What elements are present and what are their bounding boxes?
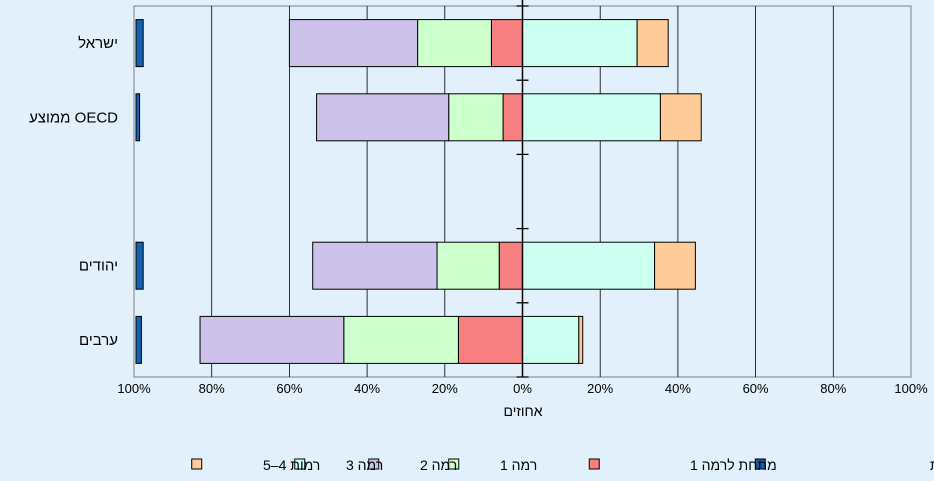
bar-segment-5 — [654, 241, 696, 290]
center-axis — [516, 0, 529, 378]
bar-segment-2 — [436, 241, 500, 290]
bar-segment-2 — [417, 19, 492, 68]
bar-segment-3 — [199, 315, 345, 364]
legend-swatch — [588, 458, 600, 470]
category-label: ערבים — [79, 332, 118, 349]
x-tick-label: 0% — [513, 381, 532, 396]
bar-segment-1 — [502, 93, 524, 142]
bar-segment-1 — [498, 241, 524, 290]
x-tick-label: 60% — [276, 381, 302, 396]
category-labels: ישראל ממוצע OECD יהודים ערבים — [29, 35, 118, 349]
bar-segment-3 — [288, 19, 419, 68]
x-tick-label: 40% — [354, 381, 380, 396]
x-tick-label: 20% — [587, 381, 613, 396]
x-tick-label: 100% — [894, 381, 928, 396]
gridlines — [211, 6, 834, 377]
x-tick-label: 100% — [117, 381, 151, 396]
legend-swatch — [368, 458, 380, 470]
legend-swatch — [294, 458, 306, 470]
non-return-bar — [135, 93, 141, 142]
non-return-bar — [135, 315, 142, 364]
bar-segment-5 — [578, 315, 584, 364]
bar-segment-2 — [343, 315, 459, 364]
category-label: יהודים — [79, 258, 118, 275]
bar-segment-4 — [522, 241, 656, 290]
legend: אי השבה הקשורה לאוריינות מתחת לרמה 1 רמה 1… — [191, 457, 934, 473]
legend-swatch — [448, 458, 460, 470]
x-tick-label: 40% — [665, 381, 691, 396]
category-label: ישראל — [78, 35, 118, 52]
bars — [135, 19, 702, 364]
legend-swatch — [754, 458, 766, 470]
x-tick-label: 80% — [199, 381, 225, 396]
category-label: ממוצע OECD — [29, 109, 118, 126]
x-axis-title: אחוזים — [503, 403, 542, 419]
bar-segment-3 — [312, 241, 438, 290]
bar-segment-2 — [448, 93, 504, 142]
bar-segment-4 — [522, 19, 638, 68]
x-tick-label: 20% — [432, 381, 458, 396]
legend-label: רמה 3 — [346, 457, 383, 473]
bar-segment-1 — [457, 315, 523, 364]
bar-segment-4 — [522, 93, 661, 142]
x-tick-labels: 100% 80% 60% 40% 20% 0% 20% 40% 60% 80% 100% — [117, 381, 928, 396]
legend-label: רמה 1 — [500, 457, 537, 473]
bar-segment-1 — [490, 19, 524, 68]
bar-segment-4 — [522, 315, 580, 364]
legend-label: רמות 4–5 — [263, 457, 320, 473]
bar-segment-5 — [659, 93, 702, 142]
bar-segment-3 — [316, 93, 450, 142]
x-tick-label: 60% — [743, 381, 769, 396]
legend-label: רמה 2 — [420, 457, 457, 473]
non-return-bar — [135, 19, 144, 68]
bar-segment-5 — [636, 19, 669, 68]
legend-label: מתחת לרמה 1 — [690, 457, 777, 473]
non-return-bar — [135, 241, 144, 290]
legend-swatch — [191, 458, 203, 470]
legend-label: אי השבה הקשורה לאוריינות — [930, 457, 934, 473]
x-tick-label: 80% — [820, 381, 846, 396]
